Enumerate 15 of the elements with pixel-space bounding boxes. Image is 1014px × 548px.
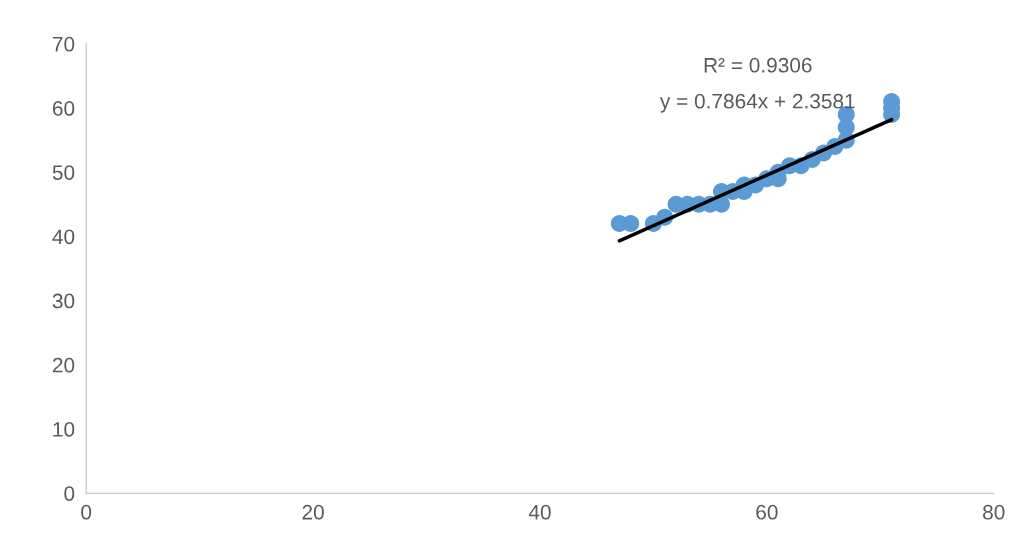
y-tick-label: 20 bbox=[52, 357, 75, 373]
y-tick-label: 60 bbox=[52, 101, 75, 116]
annotation: y = 0.7864x + 2.3581 bbox=[659, 93, 855, 113]
y-tick-label: 70 bbox=[52, 36, 75, 52]
y-tick-label: 40 bbox=[52, 229, 75, 245]
x-tick-label: 0 bbox=[81, 504, 92, 520]
y-tick-label: 0 bbox=[64, 486, 75, 501]
x-tick-label: 40 bbox=[528, 504, 551, 520]
y-tick-label: 50 bbox=[52, 165, 75, 180]
x-tick-label: 20 bbox=[302, 504, 324, 520]
y-tick-label: 10 bbox=[53, 422, 75, 437]
x-tick-label: 60 bbox=[756, 504, 778, 520]
y-tick-label: 30 bbox=[52, 293, 75, 309]
x-tick-label: 80 bbox=[983, 504, 1005, 520]
annotation: R² = 0.9306 bbox=[704, 57, 812, 73]
